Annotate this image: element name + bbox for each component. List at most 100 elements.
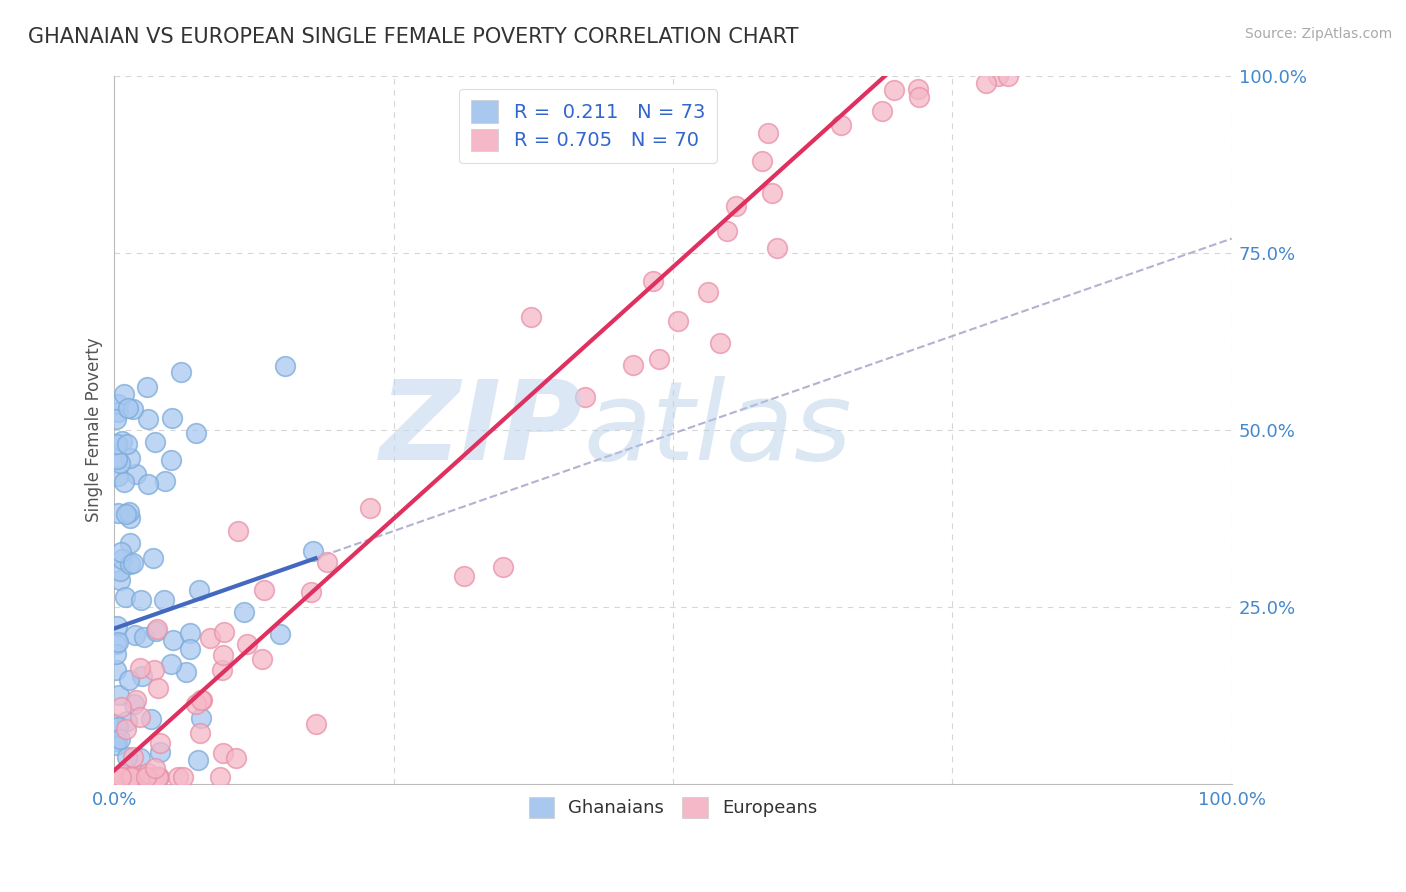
- Point: [184, 425, 207, 440]
- Point: [136, 412, 159, 426]
- Point: [187, 753, 209, 767]
- Point: [761, 186, 783, 200]
- Point: [162, 410, 184, 425]
- Text: atlas: atlas: [583, 376, 852, 483]
- Point: [135, 380, 157, 394]
- Point: [751, 153, 773, 168]
- Point: [129, 592, 152, 607]
- Point: [122, 770, 145, 784]
- Point: [160, 453, 183, 467]
- Point: [724, 199, 747, 213]
- Point: [907, 82, 929, 96]
- Point: [188, 583, 211, 598]
- Point: [225, 750, 247, 764]
- Point: [129, 767, 152, 781]
- Point: [621, 358, 644, 372]
- Point: [104, 637, 127, 651]
- Point: [159, 657, 181, 671]
- Point: [211, 648, 233, 663]
- Y-axis label: Single Female Poverty: Single Female Poverty: [86, 338, 103, 523]
- Text: Source: ZipAtlas.com: Source: ZipAtlas.com: [1244, 27, 1392, 41]
- Point: [167, 770, 190, 784]
- Point: [190, 693, 212, 707]
- Point: [108, 456, 131, 470]
- Point: [112, 387, 135, 401]
- Point: [153, 593, 176, 607]
- Point: [105, 452, 128, 467]
- Point: [118, 510, 141, 524]
- Point: [108, 688, 131, 702]
- Point: [110, 545, 132, 559]
- Point: [666, 313, 689, 327]
- Point: [129, 751, 152, 765]
- Point: [179, 641, 201, 656]
- Point: [252, 652, 274, 666]
- Point: [908, 90, 931, 104]
- Point: [131, 669, 153, 683]
- Point: [105, 437, 128, 451]
- Point: [233, 605, 256, 619]
- Point: [716, 224, 738, 238]
- Point: [107, 635, 129, 649]
- Point: [756, 126, 779, 140]
- Point: [110, 573, 132, 587]
- Point: [120, 770, 142, 784]
- Point: [125, 467, 148, 482]
- Point: [143, 435, 166, 450]
- Point: [115, 714, 138, 729]
- Point: [118, 450, 141, 465]
- Point: [135, 770, 157, 784]
- Point: [107, 405, 129, 419]
- Point: [162, 632, 184, 647]
- Point: [112, 475, 135, 489]
- Point: [305, 716, 328, 731]
- Point: [143, 663, 166, 677]
- Point: [121, 556, 143, 570]
- Point: [128, 661, 150, 675]
- Point: [114, 591, 136, 605]
- Point: [299, 585, 322, 599]
- Point: [125, 692, 148, 706]
- Point: [179, 626, 201, 640]
- Point: [648, 352, 671, 367]
- Point: [104, 663, 127, 677]
- Point: [115, 750, 138, 764]
- Point: [134, 630, 156, 644]
- Legend: Ghanaians, Europeans: Ghanaians, Europeans: [522, 789, 824, 825]
- Point: [315, 555, 337, 569]
- Point: [120, 535, 142, 549]
- Point: [124, 628, 146, 642]
- Point: [105, 619, 128, 633]
- Point: [122, 697, 145, 711]
- Point: [117, 401, 139, 415]
- Point: [108, 564, 131, 578]
- Point: [107, 397, 129, 411]
- Point: [236, 637, 259, 651]
- Point: [149, 736, 172, 750]
- Point: [883, 83, 905, 97]
- Point: [188, 726, 211, 740]
- Point: [118, 673, 141, 687]
- Point: [641, 274, 664, 288]
- Point: [142, 550, 165, 565]
- Point: [142, 770, 165, 784]
- Point: [170, 365, 193, 379]
- Point: [212, 625, 235, 640]
- Point: [253, 582, 276, 597]
- Point: [120, 770, 142, 784]
- Point: [146, 770, 169, 784]
- Point: [153, 474, 176, 488]
- Point: [121, 750, 143, 764]
- Point: [104, 717, 127, 731]
- Point: [136, 766, 159, 780]
- Point: [108, 770, 131, 784]
- Point: [107, 720, 129, 734]
- Point: [115, 507, 138, 521]
- Point: [190, 693, 212, 707]
- Point: [269, 626, 291, 640]
- Point: [492, 559, 515, 574]
- Point: [117, 770, 139, 784]
- Point: [111, 552, 134, 566]
- Point: [120, 557, 142, 571]
- Point: [997, 69, 1019, 83]
